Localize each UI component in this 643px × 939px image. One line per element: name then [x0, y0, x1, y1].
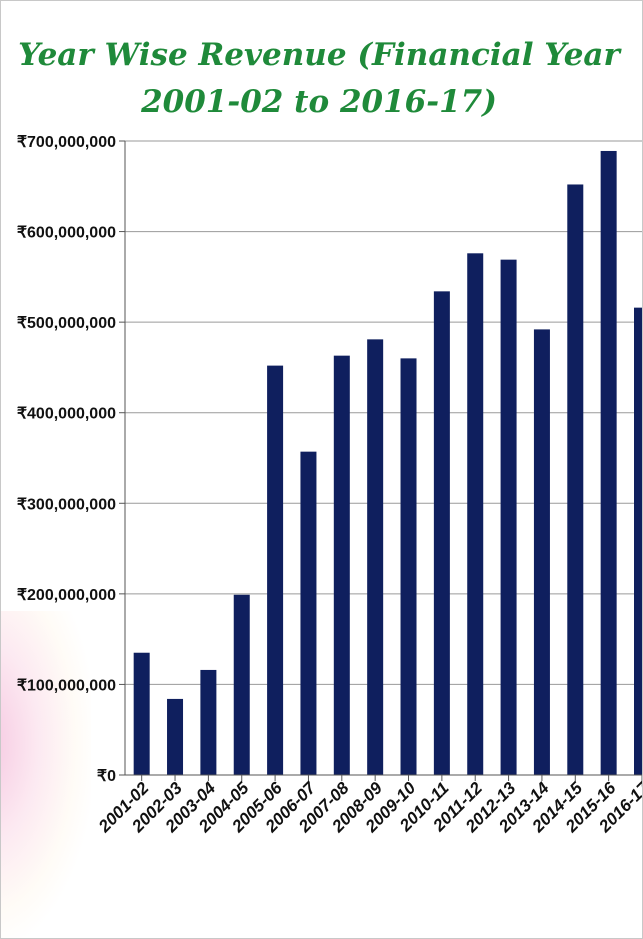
bar — [267, 365, 284, 775]
bar — [567, 184, 584, 775]
gridlines — [119, 140, 642, 781]
bar — [200, 669, 217, 775]
bar — [300, 451, 317, 775]
bars — [133, 150, 642, 775]
bar — [500, 259, 517, 775]
bar — [367, 339, 384, 775]
y-tick-label: ₹0 — [97, 768, 116, 785]
y-tick-label: ₹600,000,000 — [17, 225, 116, 242]
bar — [533, 329, 550, 775]
bar — [433, 291, 450, 775]
x-axis-tick-labels: 2001-022002-032003-042004-052005-062006-… — [94, 777, 642, 836]
bar — [233, 594, 250, 775]
bar — [133, 652, 150, 775]
chart-title-line-2: 2001-02 to 2016-17) — [140, 84, 497, 120]
bar — [634, 307, 642, 775]
y-axis-tick-labels: ₹0 ₹100,000,000 ₹200,000,000 ₹300,000,000 ₹4… — [17, 134, 116, 785]
y-tick-label: ₹300,000,000 — [17, 496, 116, 513]
y-tick-label: ₹100,000,000 — [17, 677, 116, 694]
bar — [400, 358, 417, 775]
y-tick-label: ₹200,000,000 — [17, 587, 116, 604]
chart-title-line-1: Year Wise Revenue (Financial Year — [18, 37, 622, 73]
axes — [124, 141, 642, 776]
y-tick-label: ₹400,000,000 — [17, 406, 116, 423]
bar — [167, 698, 184, 775]
bar — [600, 150, 617, 775]
bar — [467, 253, 484, 775]
y-tick-label: ₹500,000,000 — [17, 315, 116, 332]
y-tick-label: ₹700,000,000 — [17, 134, 116, 151]
bar — [333, 355, 350, 775]
